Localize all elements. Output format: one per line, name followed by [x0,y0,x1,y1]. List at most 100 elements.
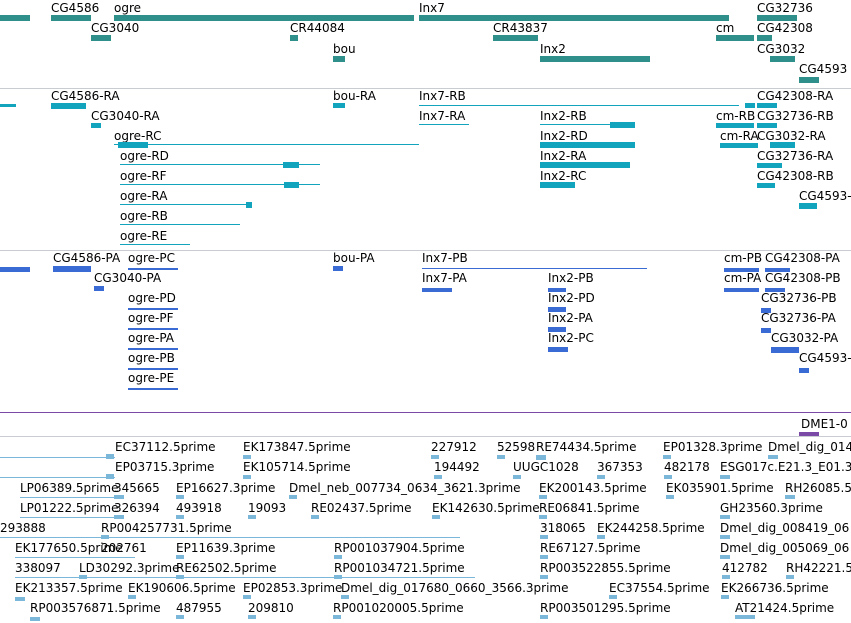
protein-glyph[interactable] [548,288,566,292]
marker-glyph[interactable] [799,432,819,436]
feature-label[interactable]: ogre-PC [128,251,175,265]
est-glyph[interactable] [15,577,475,578]
feature-label[interactable]: RP003522855.5prime [540,561,671,575]
feature-label[interactable]: RP003501295.5prime [540,601,671,615]
feature-label[interactable]: RE67127.5prime [540,541,641,555]
feature-label[interactable]: EK200143.5prime [539,481,647,495]
protein-glyph[interactable] [422,288,452,292]
est-glyph[interactable] [176,495,184,499]
est-glyph[interactable] [720,475,730,479]
feature-label[interactable]: ogre-PF [128,311,174,325]
feature-label[interactable]: Inx7-PA [422,271,467,285]
feature-label[interactable]: EK190606.5prime [128,581,236,595]
gene-glyph[interactable] [114,15,414,21]
feature-label[interactable]: EP02853.3prime [243,581,343,595]
gene-glyph[interactable] [290,35,298,41]
est-glyph[interactable] [106,474,114,479]
gene-glyph[interactable] [51,15,91,21]
protein-glyph[interactable] [128,308,178,310]
est-glyph[interactable] [722,575,730,579]
gene-glyph[interactable] [799,77,819,83]
feature-label[interactable]: 326394 [114,501,160,515]
feature-label[interactable]: EK213357.5prime [15,581,123,595]
est-glyph[interactable] [768,455,778,459]
protein-glyph[interactable] [548,347,568,352]
feature-label[interactable]: RE62502.5prime [176,561,277,575]
feature-label[interactable]: RH26085.5 [785,481,851,495]
protein-glyph[interactable] [548,307,566,312]
protein-glyph[interactable] [548,348,568,349]
feature-label[interactable]: cm-RA [720,129,759,143]
feature-label[interactable]: CG4593- [799,351,851,365]
est-glyph[interactable] [720,555,730,559]
feature-label[interactable]: EC37112.5prime [115,440,216,454]
transcript-glyph[interactable] [720,143,758,148]
gene-glyph[interactable] [757,35,772,41]
feature-label[interactable]: LD30292.3prime [79,561,180,575]
transcript-glyph[interactable] [114,144,419,145]
est-glyph[interactable] [434,475,442,479]
est-glyph[interactable] [30,617,40,621]
est-glyph[interactable] [15,557,135,558]
est-glyph[interactable] [540,575,548,579]
gene-glyph[interactable] [716,35,754,41]
est-glyph[interactable] [0,457,115,458]
transcript-glyph[interactable] [120,184,320,185]
feature-label[interactable]: Inx2-PB [548,271,594,285]
est-glyph[interactable] [243,455,251,459]
est-glyph[interactable] [536,455,546,460]
transcript-glyph[interactable] [757,123,777,128]
gene-glyph[interactable] [91,35,111,41]
protein-glyph[interactable] [128,348,178,350]
feature-label[interactable]: CG4586 [51,1,100,15]
gene-glyph[interactable] [757,15,797,21]
protein-glyph[interactable] [761,328,771,333]
feature-label[interactable]: Inx2-RB [540,109,587,123]
transcript-glyph[interactable] [757,163,782,168]
feature-label[interactable]: Inx2-RD [540,129,588,143]
feature-label[interactable]: RE06841.5prime [539,501,640,515]
est-glyph[interactable] [663,455,671,459]
feature-label[interactable]: Inx2-PD [548,291,595,305]
gene-glyph[interactable] [770,56,795,62]
protein-glyph[interactable] [548,327,566,332]
protein-glyph[interactable] [724,268,759,272]
feature-label[interactable]: 293888 [0,521,46,535]
feature-label[interactable]: 493918 [176,501,222,515]
feature-label[interactable]: 367353 [597,460,643,474]
feature-label[interactable]: 338097 [15,561,61,575]
feature-label[interactable]: Inx7 [419,1,445,15]
feature-label[interactable]: CG42308-RA [757,89,834,103]
est-glyph[interactable] [432,515,440,519]
est-glyph[interactable] [786,575,794,579]
feature-label[interactable]: EK266736.5prime [721,581,829,595]
transcript-glyph[interactable] [283,162,299,168]
protein-glyph[interactable] [128,328,178,330]
feature-label[interactable]: ogre [114,1,142,15]
feature-label[interactable]: EP01328.3prime [663,440,763,454]
est-glyph[interactable] [609,595,617,599]
est-glyph[interactable] [333,615,341,619]
feature-label[interactable]: EK177650.5prime [15,541,123,555]
feature-label[interactable]: ogre-PB [128,351,175,365]
transcript-glyph[interactable] [333,103,345,108]
est-glyph[interactable] [106,454,114,459]
est-glyph[interactable] [15,597,25,601]
feature-label[interactable]: CG3032 [757,42,806,56]
est-glyph[interactable] [176,515,184,519]
feature-label[interactable]: Inx2-RA [540,149,587,163]
protein-glyph[interactable] [771,347,799,353]
transcript-glyph[interactable] [716,123,754,128]
feature-label[interactable]: UUGC1028 [513,460,579,474]
est-glyph[interactable] [114,515,124,519]
transcript-glyph[interactable] [770,142,795,148]
transcript-glyph[interactable] [91,123,101,128]
est-glyph[interactable] [597,475,605,479]
protein-glyph[interactable] [94,286,104,291]
gene-glyph[interactable] [493,35,538,41]
transcript-glyph[interactable] [120,204,250,205]
gene-glyph[interactable] [333,56,345,62]
est-glyph[interactable] [0,537,460,538]
feature-label[interactable]: 345665 [114,481,160,495]
est-glyph[interactable] [720,515,730,519]
